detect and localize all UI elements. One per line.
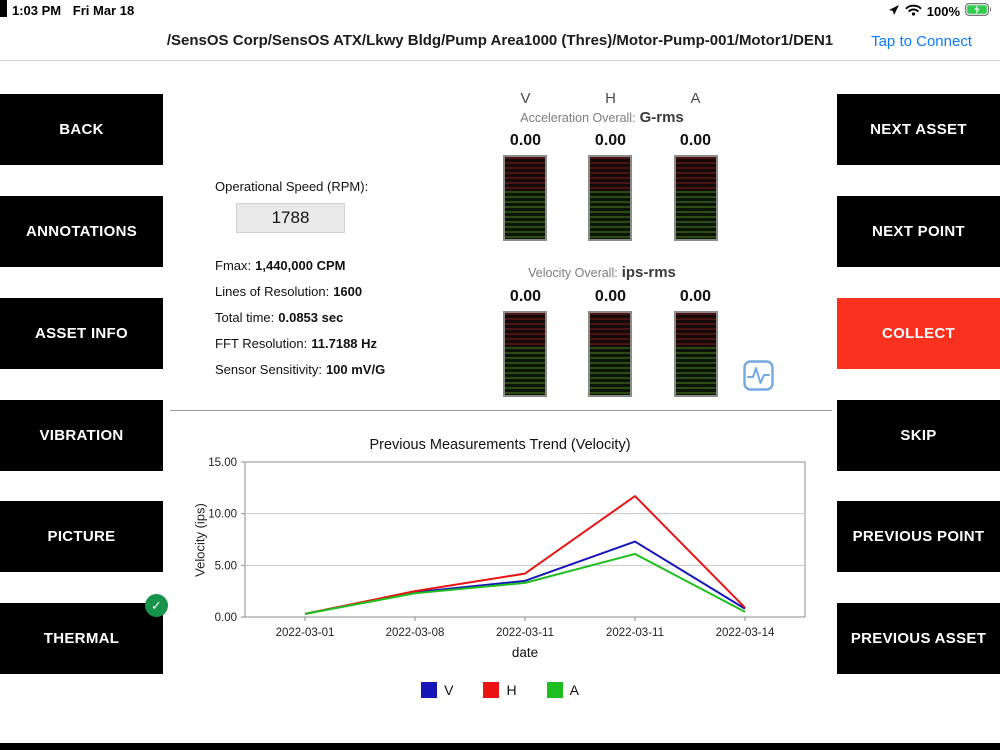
fft-resolution-field: FFT Resolution: 11.7188 Hz: [215, 336, 377, 351]
axis-label-h: H: [605, 90, 616, 107]
collect-button[interactable]: COLLECT: [837, 298, 1000, 369]
thermal-complete-check-icon: ✓: [145, 594, 168, 617]
previous-asset-button[interactable]: PREVIOUS ASSET: [837, 603, 1000, 674]
header-divider: [0, 60, 1000, 61]
acceleration-overall-unit: G-rms: [639, 109, 684, 126]
svg-text:0.00: 0.00: [215, 612, 237, 624]
status-time: 1:03 PM: [12, 3, 62, 18]
legend-swatch: [546, 682, 563, 698]
svg-text:2022-03-14: 2022-03-14: [716, 627, 775, 639]
svg-text:2022-03-01: 2022-03-01: [276, 627, 335, 639]
acceleration-meter-a: [674, 155, 718, 241]
legend-swatch: [421, 682, 438, 698]
velocity-value-h: 0.00: [594, 288, 627, 305]
legend-label-h: H: [506, 682, 517, 698]
acceleration-value-v: 0.00: [509, 132, 542, 149]
previous-point-button[interactable]: PREVIOUS POINT: [837, 501, 1000, 572]
trend-chart-svg: 0.00 5.00 10.00 15.00 2022-03-01 2022-03-08 20…: [208, 457, 806, 660]
lines-of-resolution-field: Lines of Resolution: 1600: [215, 284, 362, 299]
location-arrow-icon: [888, 4, 900, 19]
axis-label-v: V: [520, 90, 531, 107]
svg-text:date: date: [512, 645, 538, 660]
rpm-label: Operational Speed (RPM):: [215, 179, 369, 194]
velocity-values-row: 0.00 0.00 0.00: [483, 288, 738, 306]
acceleration-overall-label: Acceleration Overall:: [520, 111, 636, 125]
chart-legend: V H A: [0, 682, 1000, 698]
annotations-button[interactable]: ANNOTATIONS: [0, 196, 163, 267]
legend-item-h: H: [483, 682, 517, 698]
screen-corner: [0, 0, 7, 17]
acceleration-meter-v: [503, 155, 547, 241]
acceleration-values-row: 0.00 0.00 0.00: [483, 132, 738, 150]
breadcrumb: /SensOS Corp/SensOS ATX/Lkwy Bldg/Pump A…: [166, 32, 834, 49]
next-point-button[interactable]: NEXT POINT: [837, 196, 1000, 267]
thermal-button[interactable]: THERMAL: [0, 603, 163, 674]
velocity-overall-label: Velocity Overall:: [528, 266, 618, 280]
velocity-meter-a: [674, 311, 718, 397]
legend-label-v: V: [444, 682, 454, 698]
rpm-input[interactable]: [236, 203, 345, 233]
sensor-sensitivity-field: Sensor Sensitivity: 100 mV/G: [215, 362, 385, 377]
fmax-field: Fmax: 1,440,000 CPM: [215, 258, 345, 273]
picture-button[interactable]: PICTURE: [0, 501, 163, 572]
next-asset-button[interactable]: NEXT ASSET: [837, 94, 1000, 165]
chart-title: Previous Measurements Trend (Velocity): [369, 437, 631, 453]
asset-info-button[interactable]: ASSET INFO: [0, 298, 163, 369]
total-time-label: Total time:: [215, 310, 275, 325]
fmax-value: 1,440,000 CPM: [255, 258, 346, 273]
waveform-icon[interactable]: [743, 360, 774, 396]
lines-of-resolution-value: 1600: [333, 284, 363, 299]
sensor-sensitivity-label: Sensor Sensitivity:: [215, 362, 322, 377]
svg-text:5.00: 5.00: [215, 560, 237, 572]
axis-label-a: A: [690, 90, 701, 107]
sensor-sensitivity-value: 100 mV/G: [325, 362, 386, 377]
legend-item-a: A: [546, 682, 579, 698]
legend-item-v: V: [421, 682, 453, 698]
lines-of-resolution-label: Lines of Resolution:: [215, 284, 330, 299]
skip-button[interactable]: SKIP: [837, 400, 1000, 471]
total-time-value: 0.0853 sec: [278, 310, 344, 325]
svg-text:15.00: 15.00: [208, 457, 237, 469]
battery-percent: 100%: [926, 3, 960, 19]
velocity-meter-v: [503, 311, 547, 397]
acceleration-value-a: 0.00: [679, 132, 712, 149]
tap-to-connect-link[interactable]: Tap to Connect: [871, 33, 972, 50]
svg-text:10.00: 10.00: [208, 509, 237, 521]
acceleration-value-h: 0.00: [594, 132, 627, 149]
status-bar: 1:03 PM Fri Mar 18 100%: [0, 0, 1000, 22]
svg-text:2022-03-08: 2022-03-08: [386, 627, 445, 639]
fft-resolution-label: FFT Resolution:: [215, 336, 308, 351]
wifi-icon: [905, 4, 922, 19]
velocity-overall-line: Velocity Overall: ips-rms: [437, 264, 767, 282]
acceleration-meter-h: [588, 155, 632, 241]
screen-bottom-edge: [0, 743, 1000, 750]
legend-swatch: [483, 682, 500, 698]
axis-labels-row: V H A: [483, 90, 738, 107]
acceleration-overall-line: Acceleration Overall: G-rms: [437, 109, 767, 127]
velocity-value-a: 0.00: [679, 288, 712, 305]
fmax-label: Fmax:: [215, 258, 252, 273]
status-date: Fri Mar 18: [72, 3, 135, 18]
legend-label-a: A: [569, 682, 579, 698]
svg-text:2022-03-11: 2022-03-11: [606, 627, 664, 639]
content-divider: [170, 410, 832, 411]
total-time-field: Total time: 0.0853 sec: [215, 310, 343, 325]
svg-text:2022-03-11: 2022-03-11: [496, 627, 554, 639]
velocity-meter-h: [588, 311, 632, 397]
fft-resolution-value: 11.7188 Hz: [311, 336, 378, 351]
back-button[interactable]: BACK: [0, 94, 163, 165]
battery-icon: [965, 3, 992, 19]
vibration-button[interactable]: VIBRATION: [0, 400, 163, 471]
velocity-overall-unit: ips-rms: [621, 264, 676, 281]
velocity-value-v: 0.00: [509, 288, 542, 305]
